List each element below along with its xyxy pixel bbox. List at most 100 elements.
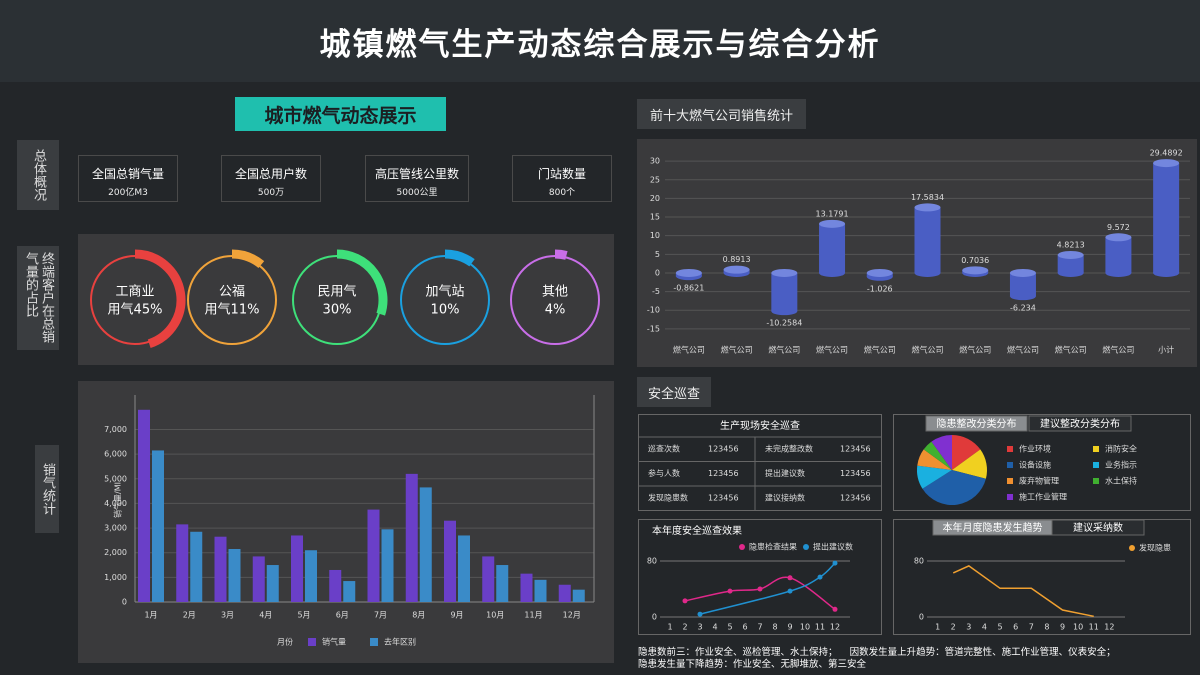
x-tick-label: 8月 xyxy=(412,611,425,620)
legend-swatch xyxy=(803,544,809,550)
ring-category: 其他 xyxy=(542,285,568,300)
y-tick-label: 10 xyxy=(650,231,660,240)
legend-label: 提出建议数 xyxy=(813,542,853,552)
cylinder-body xyxy=(1057,254,1084,273)
cylinder-body xyxy=(1009,272,1036,297)
note-text: 因数发生量上升趋势：管道完整性、施工作业管理、仪表安全； xyxy=(849,647,1116,658)
y-tick-label: 0 xyxy=(122,598,127,607)
cylinder-body xyxy=(771,272,798,312)
ring-arc xyxy=(444,249,475,267)
bar xyxy=(482,556,495,602)
value-label: 29.4892 xyxy=(1150,149,1183,158)
legend-swatch xyxy=(1093,446,1099,452)
x-tick-label: 燃气公司 xyxy=(864,345,896,355)
legend-swatch xyxy=(1007,462,1013,468)
table-cell: 123456 xyxy=(840,445,871,454)
chart-title: 本年度安全巡查效果 xyxy=(652,524,742,537)
y-tick-label: 20 xyxy=(650,194,660,203)
bar xyxy=(534,579,547,602)
x-tick-label: 7月 xyxy=(374,611,387,620)
value-label: 0.7036 xyxy=(961,256,989,265)
value-label: -6.234 xyxy=(1010,304,1036,313)
line-marker xyxy=(787,588,793,594)
legend-swatch xyxy=(370,638,378,646)
bar xyxy=(152,450,164,602)
x-tick-label: 3 xyxy=(966,623,971,632)
side-label: 终端客户在总销气量的占比 xyxy=(17,246,59,350)
bar xyxy=(343,581,356,602)
bar xyxy=(496,565,509,602)
chart-title: 前十大燃气公司销售统计 xyxy=(637,99,806,129)
pie-slice xyxy=(922,470,986,505)
cylinder-bar xyxy=(1153,159,1180,277)
x-tick-label: 4 xyxy=(982,623,987,632)
ring-value-label: 用气11% xyxy=(205,302,260,318)
y-tick-label: 30 xyxy=(650,157,660,166)
section-title: 安全巡查 xyxy=(637,377,711,407)
x-tick-label: 6 xyxy=(742,623,747,632)
x-tick-label: 9月 xyxy=(450,611,463,620)
line-panel xyxy=(638,519,882,635)
note-text: 隐患发生量下降趋势：作业安全、无脚堆放、第三安全 xyxy=(638,659,867,670)
line-marker xyxy=(832,560,838,566)
line-marker xyxy=(832,606,838,612)
table-cell: 参与人数 xyxy=(648,468,680,478)
ring-arc xyxy=(231,249,265,269)
cylinder-cap xyxy=(914,203,941,212)
table-cell: 123456 xyxy=(708,494,739,503)
legend-label: 废弃物管理 xyxy=(1019,476,1059,486)
x-tick-label: 6 xyxy=(1013,623,1018,632)
x-tick-label: 燃气公司 xyxy=(959,345,991,355)
x-tick-label: 8 xyxy=(772,623,777,632)
value-label: 13.1791 xyxy=(815,209,848,218)
x-tick-label: 4月 xyxy=(259,611,272,620)
ring-value-label: 用气45% xyxy=(108,302,163,318)
table-cell: 123456 xyxy=(840,469,871,478)
cylinder-cap xyxy=(1153,159,1180,168)
side-label: 总体概况 xyxy=(17,140,59,210)
table-cell: 123456 xyxy=(708,469,739,478)
kpi-label: 全国总用户数 xyxy=(234,167,307,181)
legend-swatch xyxy=(1129,545,1135,551)
ring-category: 工商业 xyxy=(115,285,154,300)
table-title: 生产现场安全巡查 xyxy=(720,419,800,432)
legend-label: 去年区别 xyxy=(384,637,416,647)
x-tick-label: 7 xyxy=(1029,623,1034,632)
y-tick-label: 7,000 xyxy=(104,425,127,434)
x-tick-label: 2月 xyxy=(183,611,196,620)
legend-label: 消防安全 xyxy=(1105,444,1137,454)
table-cell: 提出建议数 xyxy=(765,468,805,478)
y-tick-label: -5 xyxy=(652,287,660,296)
cylinder-bar xyxy=(1057,250,1084,277)
y-tick-label: 25 xyxy=(650,175,660,184)
ring-category: 公福 xyxy=(219,285,245,300)
ring-arc xyxy=(134,249,186,349)
x-tick-label: 9 xyxy=(1060,623,1065,632)
x-tick-label: 2 xyxy=(682,623,687,632)
bar xyxy=(138,409,150,602)
pie-slice xyxy=(923,441,952,470)
kpi-card: 高压管线公里数 5000公里 xyxy=(365,155,469,202)
ring-category: 民用气 xyxy=(317,284,356,300)
bar xyxy=(266,565,279,602)
ring-arc xyxy=(554,249,568,260)
legend-swatch xyxy=(739,544,745,550)
legend-label: 业务指示 xyxy=(1105,460,1137,470)
y-tick-label: 0 xyxy=(652,613,657,622)
y-tick-label: -15 xyxy=(647,324,660,333)
bar xyxy=(367,509,380,602)
legend-label: 水土保持 xyxy=(1105,476,1137,486)
cylinder-bar xyxy=(1009,268,1036,301)
value-label: 17.5834 xyxy=(911,193,944,202)
y-tick-label: 3,000 xyxy=(104,524,127,533)
value-label: -1.026 xyxy=(867,284,893,293)
bar-panel xyxy=(78,381,614,663)
x-tick-label: 5 xyxy=(998,623,1003,632)
bar xyxy=(214,536,227,602)
line-marker xyxy=(727,588,733,594)
cylinder-cap xyxy=(1009,268,1036,277)
y-axis-label: 销气量/MI xyxy=(113,482,123,518)
x-tick-label: 6月 xyxy=(336,611,349,620)
kpi-label: 高压管线公里数 xyxy=(374,167,459,181)
